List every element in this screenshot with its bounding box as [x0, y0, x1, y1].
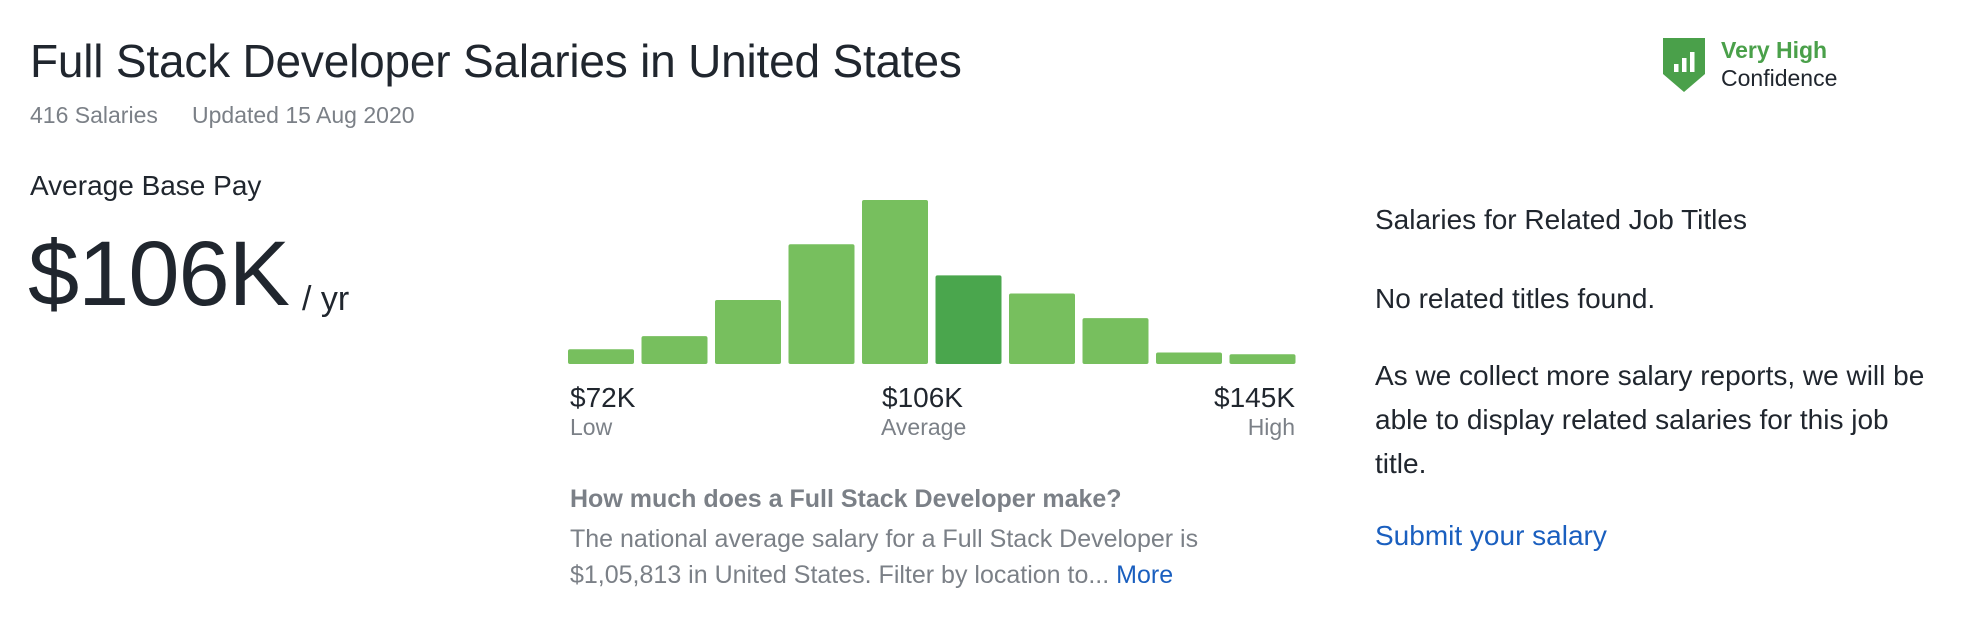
faq-question: How much does a Full Stack Developer mak…: [570, 485, 1122, 513]
histogram-bar: [568, 349, 634, 364]
confidence-level: Very High: [1721, 37, 1828, 63]
updated-date: Updated 15 Aug 2020: [192, 102, 415, 128]
faq-answer-text: The national average salary for a Full S…: [570, 525, 1199, 589]
related-titles-heading: Salaries for Related Job Titles: [1375, 204, 1747, 235]
page-title: Full Stack Developer Salaries in United …: [30, 35, 962, 87]
histogram-bar: [1229, 354, 1296, 364]
salary-count: 416 Salaries: [30, 102, 158, 128]
pay-period-unit: / yr: [302, 280, 350, 318]
axis-high-value: $145K: [1214, 382, 1295, 413]
histogram-bar: [862, 200, 928, 364]
histogram-bar: [1082, 318, 1149, 364]
average-base-pay-label: Average Base Pay: [30, 170, 262, 201]
average-base-pay-value: $106K: [28, 223, 290, 325]
axis-low-value: $72K: [570, 382, 636, 413]
histogram-bar: [641, 336, 708, 364]
axis-low-label: Low: [570, 414, 613, 440]
shield-bar-2: [1682, 58, 1687, 72]
faq-answer: The national average salary for a Full S…: [570, 521, 1290, 593]
shield-bar-1: [1674, 64, 1679, 72]
submit-salary-link[interactable]: Submit your salary: [1375, 520, 1607, 551]
shield-bar-chart-icon: [1663, 38, 1705, 92]
salary-histogram: [568, 200, 1296, 364]
histogram-bar: [788, 244, 855, 364]
axis-average-value: $106K: [882, 382, 963, 413]
histogram-bar: [1156, 352, 1222, 364]
no-related-titles-text: No related titles found.: [1375, 283, 1656, 314]
shield-bar-3: [1690, 52, 1695, 72]
axis-average-label: Average: [881, 414, 967, 440]
more-link[interactable]: More: [1116, 561, 1174, 589]
related-salaries-message: As we collect more salary reports, we wi…: [1375, 360, 1925, 479]
axis-high-label: High: [1247, 414, 1295, 440]
histogram-bar: [1009, 293, 1075, 364]
histogram-bar-average: [935, 275, 1002, 364]
histogram-bar: [715, 300, 781, 364]
confidence-label: Confidence: [1721, 65, 1838, 91]
